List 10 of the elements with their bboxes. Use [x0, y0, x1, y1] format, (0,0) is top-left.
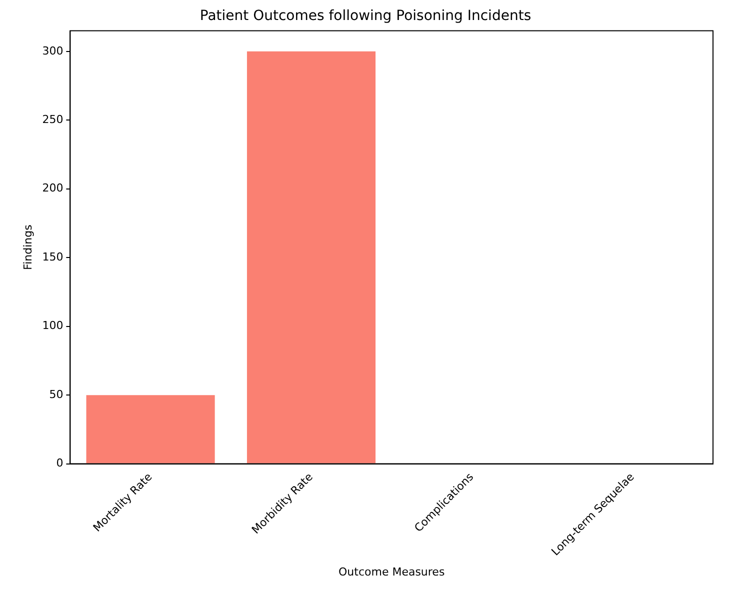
- y-tick-label: 200: [42, 182, 64, 195]
- y-tick-label: 0: [56, 456, 64, 470]
- y-tick-label: 150: [42, 250, 64, 264]
- y-tick-label: 50: [49, 388, 64, 401]
- chart-title: Patient Outcomes following Poisoning Incidents: [200, 8, 532, 24]
- y-tick-label: 100: [42, 319, 64, 332]
- y-axis-title: Findings: [21, 224, 34, 270]
- x-axis-title: Outcome Measures: [338, 565, 445, 578]
- y-tick-label: 300: [42, 44, 64, 58]
- y-tick-label: 250: [42, 113, 64, 126]
